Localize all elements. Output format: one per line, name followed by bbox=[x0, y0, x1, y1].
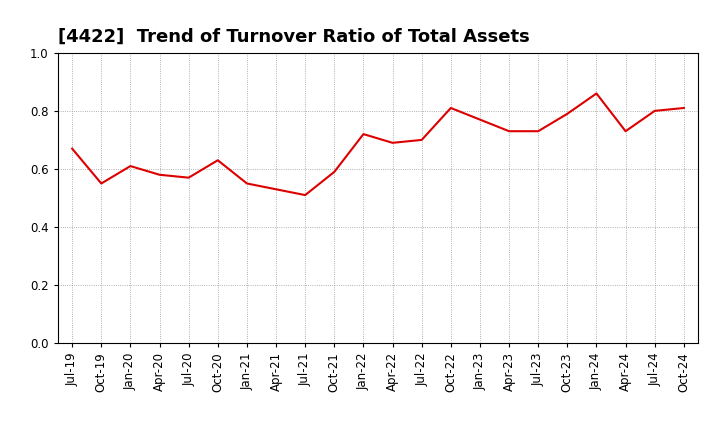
Text: [4422]  Trend of Turnover Ratio of Total Assets: [4422] Trend of Turnover Ratio of Total … bbox=[58, 28, 529, 46]
